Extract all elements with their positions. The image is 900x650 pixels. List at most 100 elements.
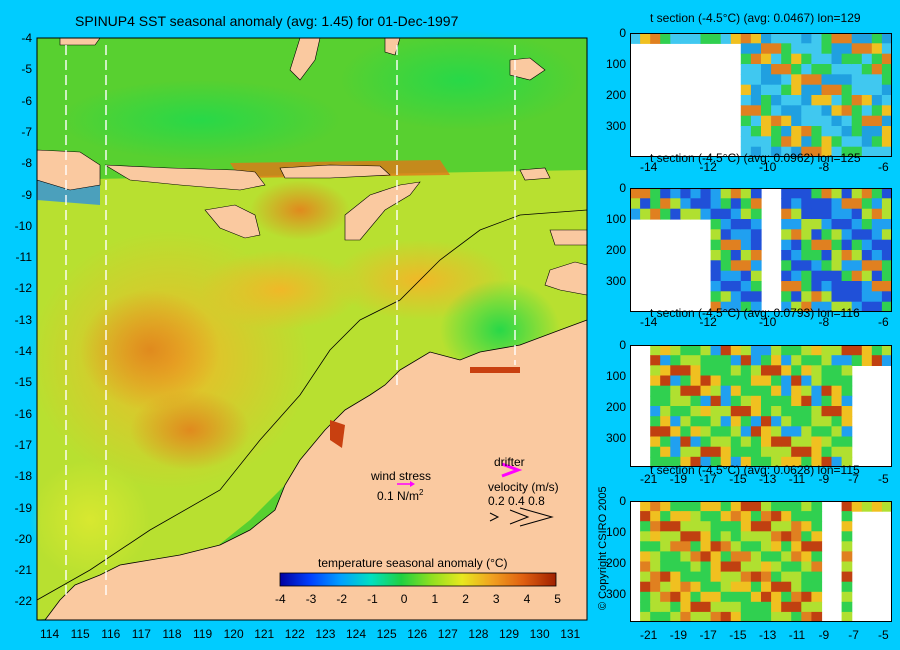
section-cell — [801, 53, 812, 65]
section-cell — [841, 521, 853, 532]
section-cell — [690, 611, 702, 622]
section-cell — [781, 53, 792, 65]
colorbar-tick-label: 4 — [523, 592, 531, 606]
depth-tick-label: 0 — [619, 338, 626, 352]
section-cell — [761, 406, 772, 417]
section-cell — [871, 208, 883, 220]
section-cell — [831, 239, 843, 251]
section-cell — [771, 84, 782, 96]
section-cell — [781, 375, 792, 387]
section-cell — [781, 416, 792, 427]
section-cell — [690, 541, 702, 552]
section-cell — [801, 281, 812, 292]
section-cell — [761, 136, 772, 148]
section-cell — [690, 531, 702, 542]
section-cell — [660, 188, 671, 199]
section-cell — [821, 416, 833, 427]
section-cell — [750, 345, 762, 356]
section-cell — [801, 416, 812, 427]
section-cell — [841, 53, 853, 65]
section-cell — [761, 33, 772, 44]
section-cell — [811, 456, 823, 467]
section-cell — [700, 571, 712, 583]
section-cell — [720, 551, 732, 563]
section-cell — [640, 511, 651, 522]
section-cell — [791, 43, 802, 55]
section-cell — [881, 64, 892, 75]
section-cell — [841, 436, 853, 448]
depth-tick-label: 300 — [605, 119, 626, 133]
section-cell — [670, 611, 681, 622]
section-cell — [791, 611, 802, 622]
section-cell — [831, 95, 843, 106]
section-cell — [881, 239, 892, 251]
section-cell — [720, 581, 732, 593]
section-cell — [861, 239, 873, 251]
section-cell — [660, 601, 671, 613]
section-cell — [660, 611, 671, 622]
section-cell — [650, 541, 661, 552]
section-cell — [740, 43, 752, 55]
section-cell — [861, 126, 873, 137]
section-cell — [791, 136, 802, 148]
section-cell — [640, 571, 651, 583]
section-cell — [881, 301, 892, 312]
section-cell — [740, 239, 752, 251]
section-cell — [650, 446, 661, 458]
section-cell — [680, 601, 692, 613]
section-cell — [801, 365, 812, 377]
section-cell — [740, 188, 752, 199]
section-cell — [841, 301, 853, 312]
section-cell — [801, 208, 812, 220]
section-cell — [791, 95, 802, 106]
section-cell — [791, 301, 802, 312]
section-cell — [710, 355, 722, 366]
section-cell — [710, 385, 722, 397]
section-cell — [740, 219, 752, 230]
section-cell — [831, 301, 843, 312]
section-cell — [821, 301, 833, 312]
section-cell — [650, 511, 661, 522]
section-cell — [811, 551, 823, 563]
depth-tick-label: 0 — [619, 26, 626, 40]
section-cell — [700, 611, 712, 622]
section-cell — [700, 365, 712, 377]
section-cell — [811, 260, 823, 272]
section-cell — [831, 426, 843, 438]
section-cell — [821, 385, 833, 397]
section-cell — [761, 561, 772, 573]
section-cell — [781, 105, 792, 117]
section-cell — [861, 115, 873, 127]
section-cell — [791, 571, 802, 583]
section-cell — [740, 511, 752, 522]
section-cell — [761, 571, 772, 583]
section-cell — [821, 115, 833, 127]
section-cell — [791, 426, 802, 438]
section-cell — [690, 395, 702, 407]
section-cell — [670, 541, 681, 552]
section-cell — [761, 74, 772, 86]
section-cell — [740, 591, 752, 603]
section-cell — [831, 250, 843, 261]
section-cell — [740, 416, 752, 427]
section-panel-2 — [630, 345, 892, 467]
section-cell — [851, 291, 863, 303]
section-cell — [660, 406, 671, 417]
section-cell — [710, 250, 722, 261]
section-x-tick-label: -14 — [640, 315, 658, 329]
section-cell — [640, 521, 651, 532]
section-cell — [720, 385, 732, 397]
section-cell — [650, 581, 661, 593]
section-cell — [720, 531, 732, 542]
lon-tick-label: 123 — [315, 627, 336, 641]
section-cell — [680, 426, 692, 438]
section-cell — [720, 355, 732, 366]
section-cell — [761, 521, 772, 532]
section-cell — [781, 146, 792, 157]
section-cell — [750, 531, 762, 542]
section-cell — [791, 395, 802, 407]
section-cell — [861, 355, 873, 366]
section-cell — [821, 74, 833, 86]
section-cell — [660, 208, 671, 220]
section-cell — [660, 436, 671, 448]
